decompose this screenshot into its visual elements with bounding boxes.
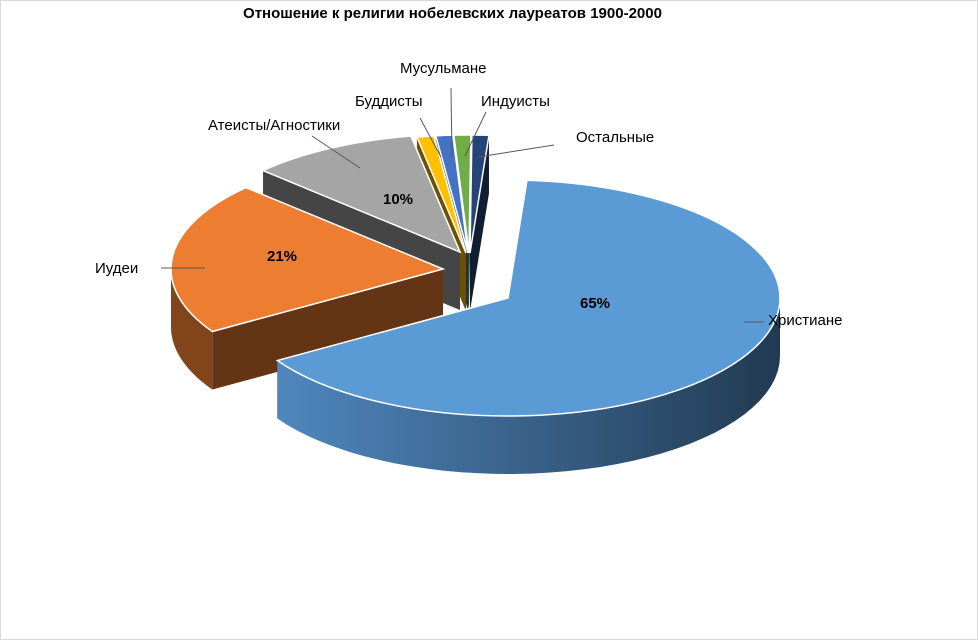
category-label-3: Буддисты <box>355 93 423 110</box>
slice-outer-0-0 <box>277 298 780 474</box>
slice-4 <box>434 134 469 254</box>
category-label-2: Атеисты/Агностики <box>208 117 340 134</box>
slice-0 <box>275 179 781 417</box>
leader-line-3 <box>419 117 442 158</box>
slice-6 <box>469 134 490 254</box>
percent-label-2: 10% <box>383 191 413 208</box>
slice-3 <box>415 135 467 254</box>
slice-1 <box>170 186 446 333</box>
pie-labels: Христиане 65% Иудеи 21% Атеисты/Агностики 10%… <box>95 60 842 329</box>
percent-label-1: 21% <box>267 248 297 265</box>
leader-line-5 <box>464 111 487 157</box>
leader-line-6 <box>477 144 555 158</box>
category-label-1: Иудеи <box>95 260 138 277</box>
leader-line-4 <box>450 87 453 158</box>
slice-wall-6-1 <box>470 135 489 311</box>
category-label-4: Мусульмане <box>400 60 487 77</box>
pie-leader-lines <box>161 87 764 323</box>
slice-5 <box>452 134 472 254</box>
pie-tops <box>170 134 781 417</box>
chart-title: Отношение к религии нобелевских лауреато… <box>243 5 662 22</box>
category-label-5: Индуисты <box>481 93 550 110</box>
percent-label-0: 65% <box>580 295 610 312</box>
leader-line-2 <box>311 135 361 169</box>
slice-outer-1-0 <box>171 269 213 390</box>
category-label-6: Остальные <box>576 129 654 146</box>
category-label-0: Христиане <box>768 312 842 329</box>
